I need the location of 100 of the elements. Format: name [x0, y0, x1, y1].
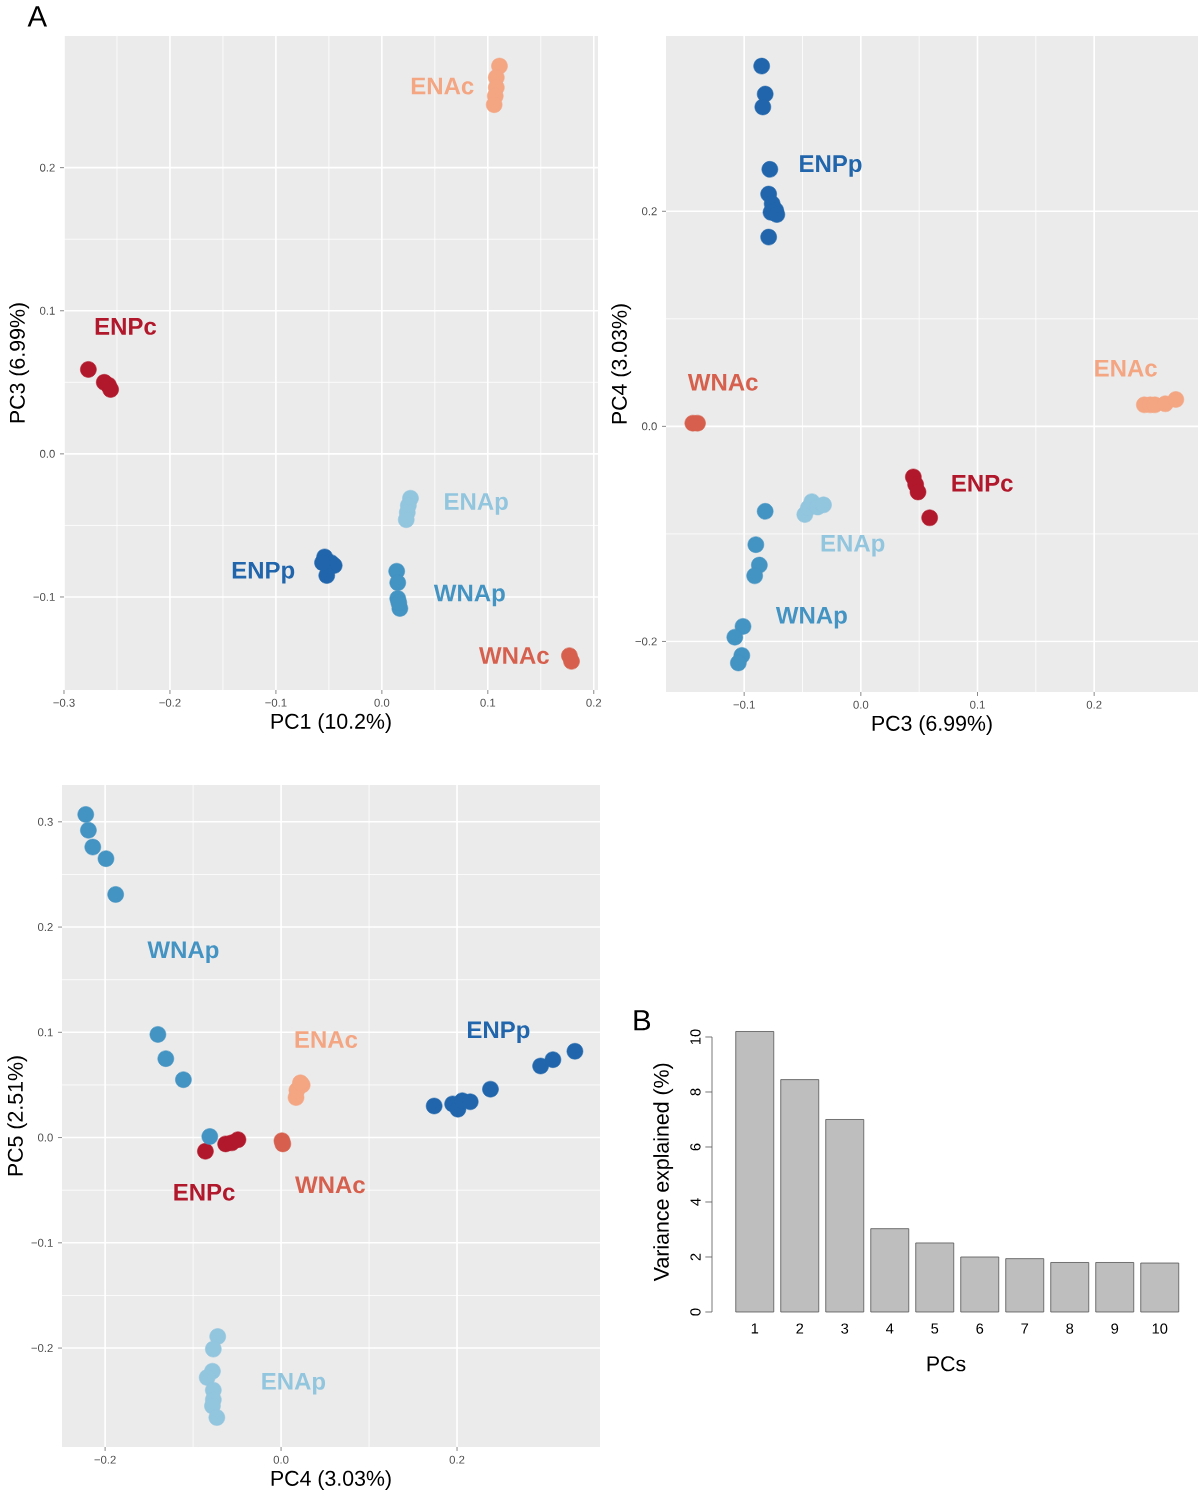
bar — [1005, 1258, 1045, 1313]
y-tick-label: 0.2 — [39, 163, 55, 172]
x-axis-title: PC1 (10.2%) — [271, 713, 391, 734]
point — [318, 567, 336, 584]
text: B — [634, 1010, 651, 1031]
x-tick-label: 5 — [931, 1323, 939, 1334]
x-tick-label: 3 — [841, 1323, 849, 1334]
y-tick-label: 8 — [690, 1088, 701, 1096]
x-tick-label: 0.2 — [449, 1455, 465, 1464]
series-label: ENAp — [445, 493, 508, 515]
bar — [735, 1031, 775, 1313]
y-axis-title: PC4 (3.03%) — [611, 304, 632, 424]
point — [201, 1128, 219, 1145]
point — [566, 1042, 584, 1060]
point — [149, 1026, 167, 1043]
x-tick-label: −0.3 — [53, 698, 75, 707]
point — [229, 1131, 247, 1148]
series-label: WNAp — [775, 607, 847, 629]
point — [175, 1071, 192, 1088]
point — [107, 886, 124, 903]
point — [97, 850, 115, 867]
y-tick-label: 4 — [690, 1198, 701, 1206]
point — [157, 1050, 175, 1067]
x-tick-label: 0.2 — [586, 698, 602, 707]
y-axis-title: PC5 (2.51%) — [7, 1056, 28, 1176]
bar — [1050, 1262, 1090, 1313]
y-tick-label: 0.0 — [39, 449, 55, 458]
x-tick-label: 0.0 — [273, 1455, 289, 1464]
y-tick-label: 0 — [690, 1308, 701, 1316]
x-tick-label: 1 — [751, 1323, 759, 1334]
point — [921, 509, 938, 527]
point — [198, 1369, 216, 1386]
bar — [960, 1256, 1000, 1313]
y-tick-label: 10 — [690, 1029, 701, 1045]
bar — [780, 1079, 820, 1313]
bar — [1095, 1262, 1135, 1313]
series-label: WNAc — [478, 647, 549, 665]
x-axis-title: PC3 (6.99%) — [872, 715, 992, 736]
x-tick-label: 0.1 — [480, 698, 496, 707]
y-tick-label: 6 — [690, 1143, 701, 1151]
y-axis-title: Variance explained (%) — [653, 1063, 674, 1282]
point — [208, 1409, 226, 1426]
series-label: WNAc — [295, 1176, 365, 1194]
series-label: ENAc — [295, 1031, 358, 1049]
x-tick-label: 0.0 — [374, 698, 390, 707]
x-axis-title: PCs — [927, 1356, 966, 1372]
series-label: ENPc — [174, 1183, 235, 1201]
text: A — [27, 6, 48, 27]
x-tick-label: 9 — [1111, 1323, 1119, 1334]
x-tick-label: −0.2 — [159, 698, 181, 707]
point — [77, 806, 95, 823]
x-tick-label: 2 — [796, 1323, 804, 1334]
point — [84, 838, 102, 856]
bar — [915, 1242, 955, 1313]
bar — [825, 1119, 865, 1313]
point — [80, 821, 97, 839]
point — [761, 161, 779, 178]
x-tick-label: 4 — [886, 1323, 894, 1334]
y-tick-label: −0.1 — [31, 1238, 53, 1247]
series-label: WNAp — [433, 584, 505, 607]
series-label: ENAp — [262, 1373, 326, 1395]
point — [909, 483, 927, 501]
point — [389, 574, 407, 591]
series-label: WNAc — [687, 373, 758, 391]
bar — [870, 1228, 910, 1313]
series-label: ENAc — [411, 77, 474, 95]
series-label: ENPp — [467, 1021, 530, 1044]
point — [726, 628, 744, 646]
point — [532, 1057, 549, 1075]
x-tick-label: −0.1 — [265, 698, 287, 707]
point — [544, 1051, 562, 1068]
series-label: ENPp — [232, 561, 295, 584]
x-tick-label: −0.2 — [94, 1455, 116, 1464]
series-label: ENPc — [95, 318, 157, 335]
y-tick-label: −0.1 — [33, 592, 55, 601]
point — [197, 1142, 214, 1160]
y-tick-label: 0.0 — [37, 1133, 53, 1142]
x-tick-label: 0.2 — [1086, 700, 1102, 709]
x-tick-label: 6 — [976, 1323, 984, 1334]
point — [754, 98, 772, 116]
y-tick-label: 0.2 — [641, 207, 657, 216]
series-label: ENAc — [1095, 359, 1157, 377]
y-tick-label: 0.1 — [39, 306, 55, 315]
series-label: ENAp — [821, 534, 885, 557]
point — [1167, 391, 1185, 408]
y-tick-label: −0.2 — [635, 637, 657, 646]
y-tick-label: 0.3 — [37, 817, 53, 826]
point — [747, 536, 765, 553]
x-axis-title: PC4 (3.03%) — [271, 1470, 391, 1491]
point — [734, 618, 752, 635]
point — [730, 654, 747, 672]
x-tick-label: 0.0 — [853, 700, 869, 709]
x-tick-label: 7 — [1021, 1323, 1029, 1334]
point — [563, 653, 580, 670]
y-axis-title: PC3 (6.99%) — [9, 303, 30, 423]
bar — [1140, 1262, 1180, 1313]
point — [753, 57, 770, 75]
x-tick-label: 8 — [1066, 1323, 1074, 1334]
y-tick-label: 0.1 — [37, 1028, 53, 1037]
point — [482, 1080, 499, 1098]
